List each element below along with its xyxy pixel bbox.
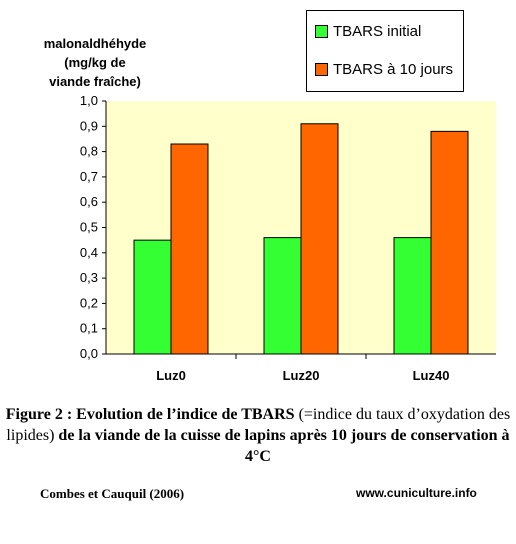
y-tick-label: 0,8 <box>80 144 98 159</box>
bar-ten-days-luz20 <box>300 123 339 355</box>
bar-initial-luz0 <box>133 239 172 355</box>
y-tick-label: 0,5 <box>80 220 98 235</box>
y-tick-label: 0,4 <box>80 245 98 260</box>
legend-swatch-initial <box>315 25 328 38</box>
bar-initial-luz40 <box>393 237 432 355</box>
source-citation: Combes et Cauquil (2006) <box>40 486 185 501</box>
y-tick-label: 0,9 <box>80 118 98 133</box>
y-tick-label: 0,1 <box>80 321 98 336</box>
caption-title: Figure 2 : Evolution de l’indice de TBAR… <box>5 406 295 423</box>
legend-label-initial: TBARS initial <box>333 23 422 40</box>
bar-ten-days-luz40 <box>430 130 469 355</box>
y-tick-label: 0,0 <box>80 346 98 361</box>
y-tick-label: 1,0 <box>80 93 98 108</box>
bar-initial-luz20 <box>263 237 302 355</box>
x-category-label: Luz40 <box>413 368 450 383</box>
x-category-label: Luz20 <box>283 368 320 383</box>
y-tick-label: 0,2 <box>80 295 98 310</box>
y-tick-label: 0,7 <box>80 169 98 184</box>
caption-description: de la viande de la cuisse de lapins aprè… <box>58 427 510 465</box>
bar-ten-days-luz0 <box>170 143 209 355</box>
legend-swatch-ten-days <box>315 63 328 76</box>
caption-parenthetical: (=indice du taux d’oxydation des lipides… <box>6 406 511 444</box>
legend-label-ten-days: TBARS à 10 jours <box>333 61 454 78</box>
figure-caption: Figure 2 : Evolution de l’indice de TBAR… <box>0 404 516 467</box>
y-tick-label: 0,3 <box>80 270 98 285</box>
y-axis-label-line-1: malonaldhéhyde <box>43 36 147 51</box>
legend: TBARS initial TBARS à 10 jours <box>306 10 464 92</box>
y-axis-label-line-3: viande fraîche) <box>49 74 141 89</box>
website-link[interactable]: www.cuniculture.info <box>356 486 477 500</box>
bar-chart: 0,0 0,1 0,2 0,3 0,4 0,5 0,6 0,7 0,8 0,9 1,0 Luz0 Luz… <box>80 93 496 383</box>
y-tick-label: 0,6 <box>80 194 98 209</box>
legend-item-initial: TBARS initial <box>315 23 421 40</box>
legend-item-ten-days: TBARS à 10 jours <box>315 61 453 78</box>
y-axis-label: malonaldhéhyde (mg/kg de viande fraîche) <box>20 34 170 91</box>
y-axis-label-line-2: (mg/kg de <box>64 55 126 70</box>
x-category-label: Luz0 <box>156 368 186 383</box>
